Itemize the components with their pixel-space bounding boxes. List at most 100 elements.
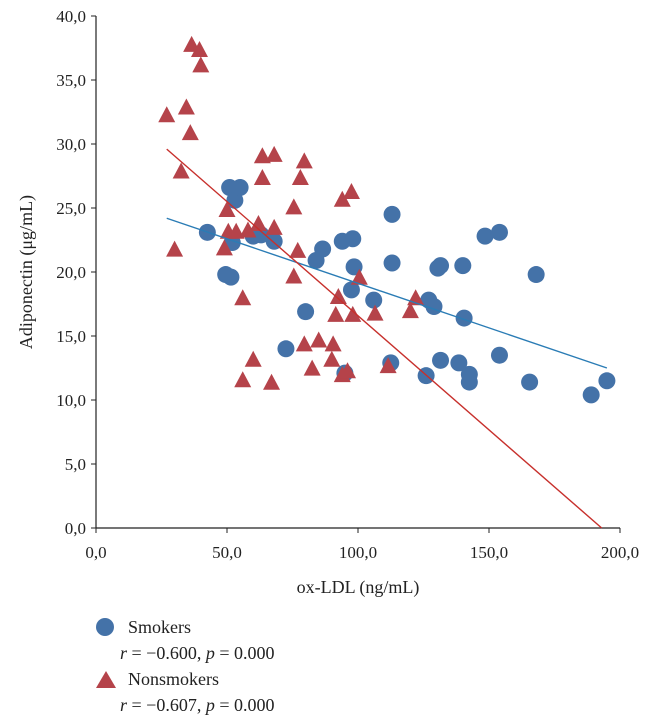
nonsmokers-point <box>324 335 342 352</box>
nonsmokers-point <box>295 335 313 352</box>
legend-label-nonsmokers: Nonsmokers <box>128 669 219 689</box>
smokers-point <box>476 227 494 245</box>
nonsmokers-r-value: = −0.607, <box>127 695 206 715</box>
nonsmokers-point <box>285 267 303 284</box>
nonsmokers-point <box>215 239 233 256</box>
y-tick-label: 25,0 <box>56 199 86 218</box>
nonsmokers-trend-line <box>166 148 603 529</box>
smokers-point <box>432 351 450 369</box>
legend-item-nonsmokers: Nonsmokers <box>96 666 396 692</box>
smokers-point <box>222 268 240 286</box>
x-tick-label: 0,0 <box>85 543 106 562</box>
y-tick-label: 10,0 <box>56 391 86 410</box>
smokers-point <box>490 346 508 364</box>
nonsmokers-point <box>234 289 252 306</box>
smokers-point <box>383 254 401 272</box>
nonsmokers-point <box>327 305 345 322</box>
x-tick-label: 200,0 <box>601 543 639 562</box>
smokers-point <box>432 257 450 275</box>
nonsmokers-p-symbol: p <box>205 695 215 715</box>
legend-label-smokers: Smokers <box>128 617 191 637</box>
smokers-point <box>297 303 315 321</box>
y-tick-label: 35,0 <box>56 71 86 90</box>
nonsmokers-point <box>265 145 283 162</box>
nonsmokers-point <box>239 221 257 238</box>
y-tick-label: 0,0 <box>65 519 86 538</box>
nonsmokers-point <box>285 198 303 215</box>
nonsmokers-point <box>310 331 328 348</box>
smokers-point <box>455 309 473 327</box>
smokers-point <box>460 373 478 391</box>
legend: Smokers r = −0.600, p = 0.000 Nonsmokers… <box>96 614 396 718</box>
tick-labels: 0,0 50,0 100,0 150,0 200,0 0,0 5,0 10,0 15,0 20,0… <box>56 7 639 562</box>
nonsmokers-point <box>333 190 351 207</box>
nonsmokers-point <box>253 168 271 185</box>
y-tick-label: 30,0 <box>56 135 86 154</box>
data-points <box>158 35 616 529</box>
smokers-marker-icon <box>96 618 114 636</box>
nonsmokers-marker-icon <box>96 671 116 688</box>
nonsmokers-point <box>401 302 419 319</box>
x-axis-title: ox-LDL (ng/mL) <box>297 577 420 598</box>
nonsmokers-point <box>291 168 309 185</box>
x-tick-label: 150,0 <box>470 543 508 562</box>
nonsmokers-point <box>227 222 245 239</box>
smokers-point <box>582 386 600 404</box>
smokers-point <box>490 223 508 241</box>
x-tick-label: 50,0 <box>212 543 242 562</box>
nonsmokers-point <box>379 357 397 374</box>
smokers-r-symbol: r <box>120 643 128 663</box>
nonsmokers-point <box>366 304 384 321</box>
nonsmokers-point <box>339 362 357 379</box>
nonsmokers-point <box>218 200 236 217</box>
smokers-point <box>454 257 472 275</box>
smokers-point <box>450 354 468 372</box>
nonsmokers-point <box>192 56 210 73</box>
smokers-point <box>527 266 545 284</box>
y-axis-title: Adiponectin (μg/mL) <box>16 195 37 349</box>
nonsmokers-point <box>344 305 362 322</box>
nonsmokers-point <box>166 240 184 257</box>
y-tick-label: 20,0 <box>56 263 86 282</box>
nonsmokers-point <box>342 183 360 200</box>
smokers-r-value: = −0.600, <box>127 643 206 663</box>
smokers-point <box>344 230 362 248</box>
y-tick-label: 5,0 <box>65 455 86 474</box>
nonsmokers-point <box>190 40 208 57</box>
smokers-point <box>365 291 383 309</box>
nonsmokers-point <box>295 152 313 169</box>
nonsmokers-point <box>329 288 347 304</box>
y-tick-label: 15,0 <box>56 327 86 346</box>
smokers-p-value: = 0.000 <box>214 643 275 663</box>
smokers-point <box>231 179 249 197</box>
nonsmokers-point <box>244 350 262 367</box>
smokers-point <box>383 205 401 223</box>
nonsmokers-point <box>249 215 267 232</box>
nonsmokers-point <box>350 268 368 285</box>
smokers-correlation: r = −0.600, p = 0.000 <box>96 640 396 666</box>
nonsmokers-point <box>265 218 283 235</box>
nonsmokers-point <box>253 147 271 164</box>
nonsmokers-point <box>303 359 321 376</box>
nonsmokers-point <box>289 241 307 258</box>
nonsmokers-point <box>263 373 281 390</box>
nonsmokers-p-value: = 0.000 <box>214 695 275 715</box>
nonsmokers-correlation: r = −0.607, p = 0.000 <box>96 692 396 718</box>
axes <box>91 15 621 533</box>
x-tick-label: 100,0 <box>339 543 377 562</box>
nonsmokers-point <box>323 350 341 367</box>
smokers-p-symbol: p <box>205 643 215 663</box>
legend-item-smokers: Smokers <box>96 614 396 640</box>
y-tick-label: 40,0 <box>56 7 86 26</box>
smokers-point <box>277 340 295 358</box>
nonsmokers-point <box>234 371 252 388</box>
nonsmokers-point <box>172 162 190 179</box>
smokers-point <box>598 372 616 390</box>
nonsmokers-point <box>177 98 195 115</box>
smokers-point <box>342 281 360 299</box>
scatter-chart: 0,0 50,0 100,0 150,0 200,0 0,0 5,0 10,0 15,0 20,0… <box>16 7 639 598</box>
nonsmokers-point <box>181 124 199 141</box>
nonsmokers-r-symbol: r <box>120 695 128 715</box>
smokers-point <box>314 240 332 258</box>
nonsmokers-point <box>158 106 176 123</box>
